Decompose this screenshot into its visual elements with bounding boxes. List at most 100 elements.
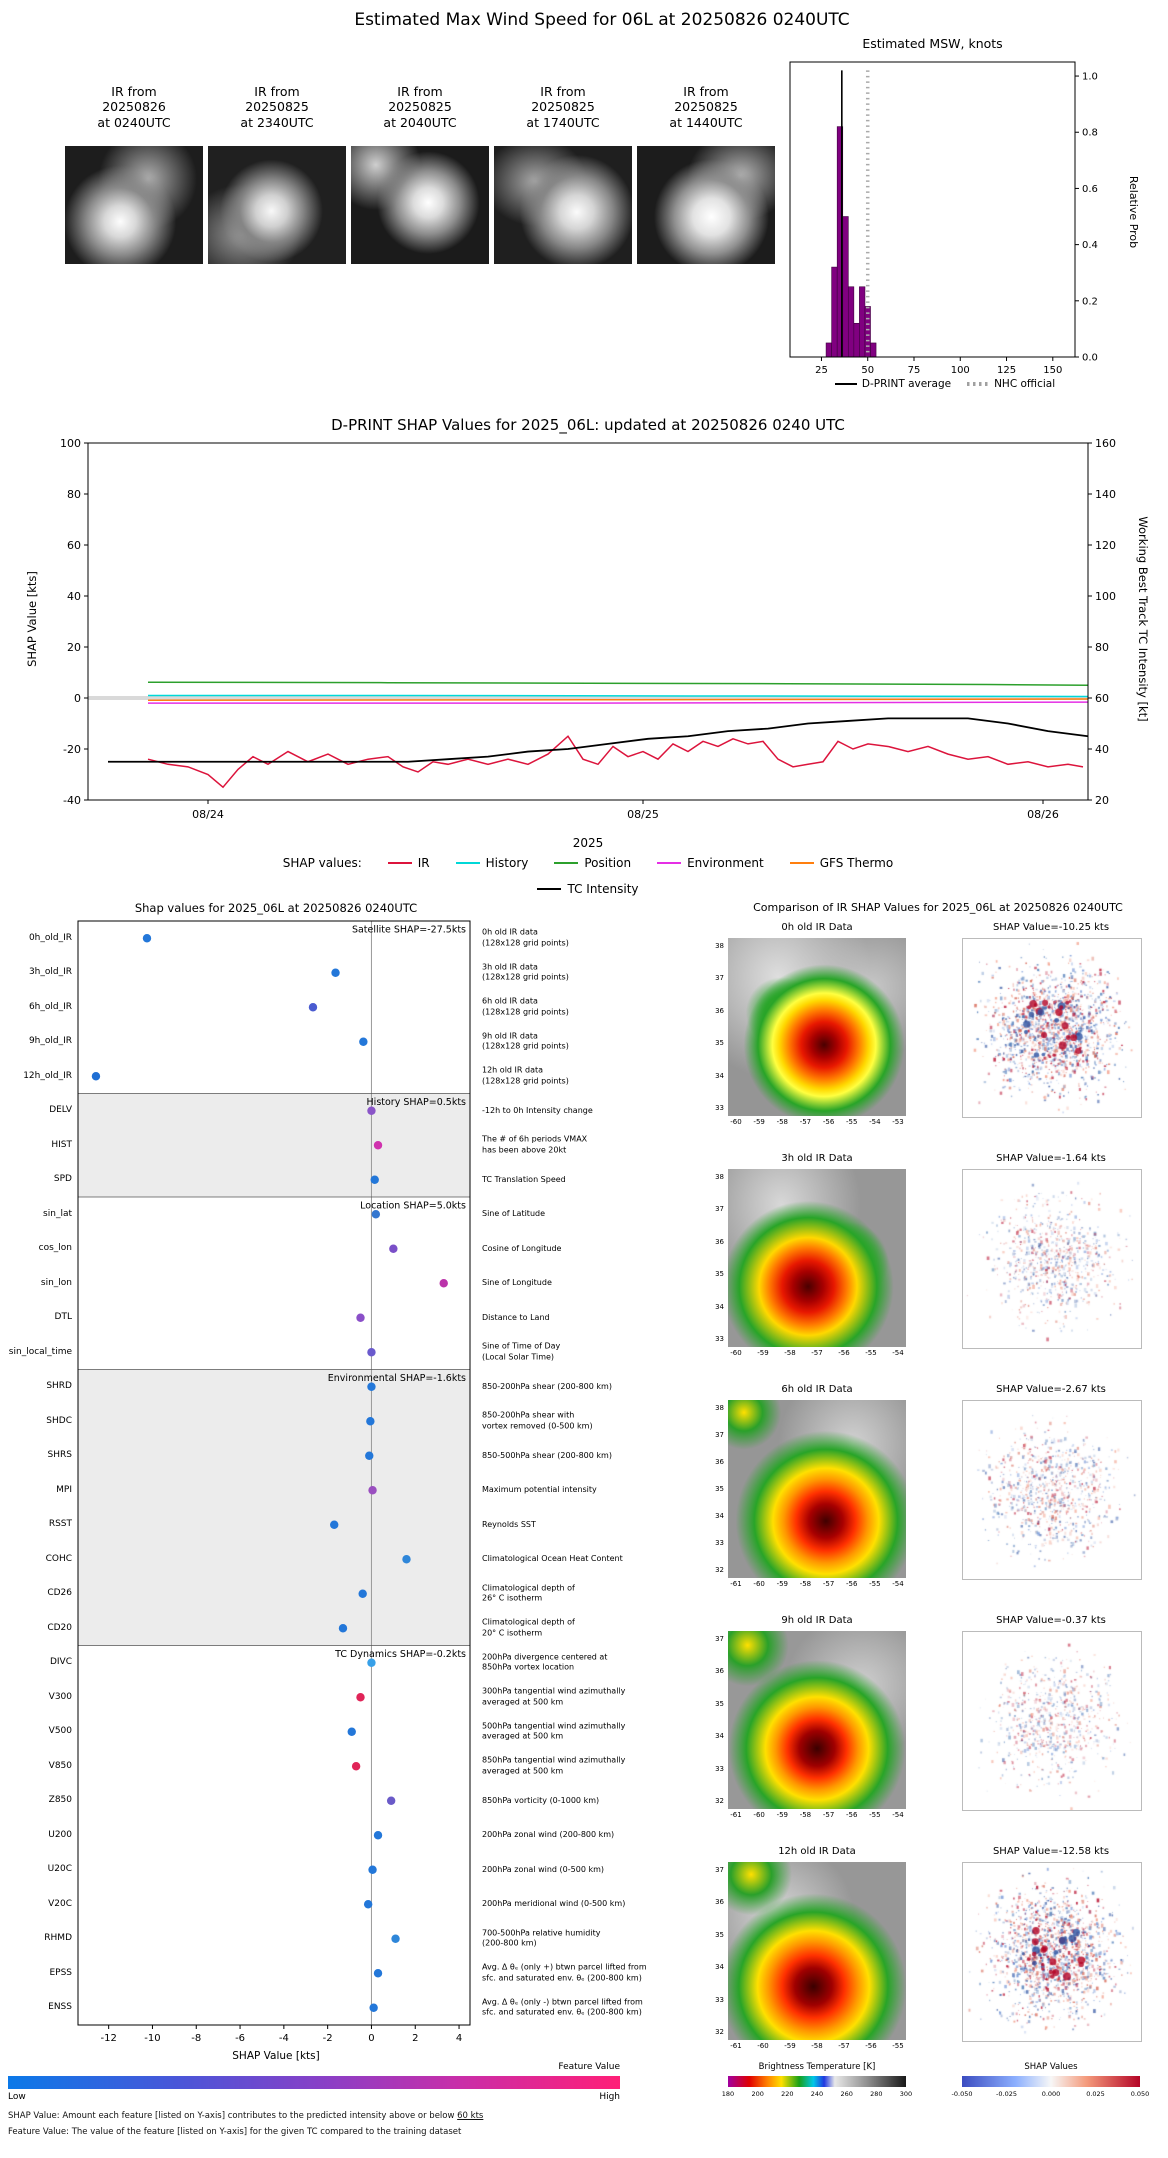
shap-dot	[347, 1727, 356, 1736]
feature-code: V850	[48, 1760, 72, 1771]
shap-dot	[367, 1382, 376, 1391]
timeseries-ylabel-right: Working Best Track TC Intensity [kt]	[1136, 516, 1150, 722]
shap-dot	[402, 1555, 411, 1564]
shap-dot	[371, 1210, 381, 1219]
shap-dot	[367, 1348, 376, 1357]
group-shap-label: Satellite SHAP=-27.5kts	[352, 925, 466, 936]
feature-code: SPD	[53, 1174, 72, 1185]
ir-thumbnail-label-line: IR from	[111, 84, 157, 99]
feature-desc: Maximum potential intensity	[482, 1485, 597, 1495]
shap-dot	[367, 1658, 376, 1667]
legend-item-gfs-thermo: GFS Thermo	[789, 856, 893, 870]
ir-thumbnail: IR from 20250825 at 2040UTC	[351, 84, 489, 264]
lon-tick-label: -56	[838, 1349, 850, 1357]
ir-thumbnail-label-line: IR from	[397, 84, 443, 99]
ir-thumbnail-label: IR from 20250825 at 2340UTC	[208, 84, 346, 130]
lat-tick-label: 37	[715, 1431, 724, 1439]
lon-tick-label: -59	[784, 2042, 796, 2050]
gfs-thermo-series-swatch	[789, 861, 814, 865]
shap-map-image	[962, 1400, 1142, 1580]
lon-tick-label: -60	[730, 1118, 742, 1126]
y-tick-label: 0.4	[1082, 240, 1098, 251]
feature-desc: 850-200hPa shear (200-800 km)	[482, 1381, 612, 1391]
feature-code: SHRD	[46, 1381, 72, 1392]
shap-map-image	[962, 1862, 1142, 2042]
ir-thumbnail-label: IR from 20250825 at 1740UTC	[494, 84, 632, 130]
timeseries-frame	[87, 442, 1089, 801]
lat-tick-label: 38	[715, 1173, 724, 1181]
feature-code: sin_lat	[43, 1208, 72, 1219]
environment-series-swatch	[657, 861, 682, 865]
feature-desc: Climatological Ocean Heat Content	[482, 1554, 623, 1564]
group-band	[78, 1093, 470, 1197]
shap-colorbar-tick-label: 0.050	[1130, 2090, 1150, 2098]
feature-desc: 850-500hPa shear (200-800 km)	[482, 1450, 612, 1460]
shap-dot	[142, 934, 152, 943]
right-tick-label: 40	[1095, 743, 1109, 756]
shap-value-title: SHAP Value=-1.64 kts	[996, 1153, 1106, 1164]
feature-code: MPI	[56, 1484, 72, 1495]
bt-colorbar-tick-label: 180	[721, 2090, 735, 2098]
dotplot-frame	[77, 920, 471, 2026]
legend-item-environment: Environment	[657, 856, 764, 870]
shap-map-image	[962, 1631, 1142, 1811]
histogram-bar	[853, 322, 860, 358]
shap-value-title: SHAP Value=-10.25 kts	[992, 922, 1110, 933]
feature-desc: 200hPa zonal wind (200-800 km)	[482, 1830, 615, 1840]
ir-thumbnail-image	[208, 145, 346, 264]
shap-timeseries-chart: 100 80 60 40 20 0 -20 -40 160 140 120 100 80 60 40 20 08…	[60, 437, 1116, 821]
feature-desc: 3h old IR data (128x128 grid points)	[482, 962, 569, 982]
x-tick-label: -10	[144, 2033, 160, 2044]
lon-tick-label: -54	[869, 1118, 881, 1126]
x-tick-label: -4	[279, 2033, 289, 2044]
feature-desc: 300hPa tangential wind azimuthally avera…	[482, 1686, 626, 1707]
shap-value-footnote: SHAP Value: Amount each feature [listed …	[8, 2111, 483, 2121]
feature-desc: Reynolds SST	[482, 1519, 536, 1529]
nhc-line-swatch	[967, 382, 990, 386]
histogram-legend: D-PRINT average NHC official	[770, 378, 1120, 390]
lat-tick-label: 36	[715, 1237, 724, 1246]
ir-thumbnail-label-line: at 0240UTC	[97, 114, 171, 130]
feature-code: ENSS	[48, 2002, 72, 2013]
footnote-text: SHAP Value: Amount each feature [listed …	[8, 2111, 458, 2121]
x-tick-label: 08/26	[1027, 808, 1059, 821]
group-shap-label: Location SHAP=5.0kts	[360, 1201, 466, 1212]
feature-desc: TC Translation Speed	[482, 1174, 566, 1184]
lon-tick-label: -54	[892, 1349, 904, 1357]
shap-dot	[351, 1762, 361, 1771]
feature-desc: 850-200hPa shear with vortex removed (0-…	[482, 1410, 593, 1431]
ir-thumbnail-label-line: 20250825	[674, 99, 738, 115]
legend-label: TC Intensity	[567, 882, 639, 896]
position-series-swatch	[554, 861, 579, 865]
lat-tick-label: 33	[715, 1995, 724, 2004]
feature-desc: 0h old IR data (128x128 grid points)	[482, 927, 569, 948]
feature-desc: 9h old IR data (128x128 grid points)	[482, 1031, 569, 1051]
right-tick-label: 120	[1095, 539, 1116, 552]
feature-desc: 850hPa vorticity (0-1000 km)	[482, 1795, 600, 1805]
feature-desc: 6h old IR data (128x128 grid points)	[482, 996, 569, 1017]
lon-tick-label: -61	[730, 1580, 742, 1588]
ir-thumbnail-label-line: 20250825	[388, 99, 452, 115]
legend-item-position: Position	[554, 856, 631, 870]
ir-series-swatch	[387, 861, 412, 865]
x-tick-label: 25	[815, 365, 828, 376]
lat-tick-label: 37	[715, 1205, 724, 1214]
right-tick-label: 140	[1095, 488, 1116, 501]
x-tick-label: -6	[235, 2033, 245, 2044]
y-tick-label: 0.2	[1082, 296, 1098, 307]
shap-value-title: SHAP Value=-0.37 kts	[996, 1615, 1106, 1626]
ir-thumbnail-label-line: IR from	[540, 84, 586, 99]
y-tick-label: 0.6	[1082, 184, 1098, 195]
lat-tick-label: 34	[715, 1963, 724, 1972]
feature-code: HIST	[51, 1139, 72, 1150]
ir-thumbnail-label-line: IR from	[683, 84, 729, 99]
feature-desc: Avg. Δ θₑ (only -) btwn parcel lifted fr…	[482, 1997, 643, 2017]
lon-tick-label: -58	[776, 1118, 788, 1126]
x-tick-label: 50	[861, 365, 874, 376]
right-tick-label: 80	[1095, 641, 1109, 654]
brightness-temp-colorbar	[728, 2076, 906, 2087]
feature-desc: 850hPa tangential wind azimuthally avera…	[482, 1755, 626, 1776]
shap-values-colorbar	[962, 2076, 1140, 2087]
histogram-frame	[789, 61, 1076, 358]
feature-code: V20C	[48, 1898, 72, 1909]
